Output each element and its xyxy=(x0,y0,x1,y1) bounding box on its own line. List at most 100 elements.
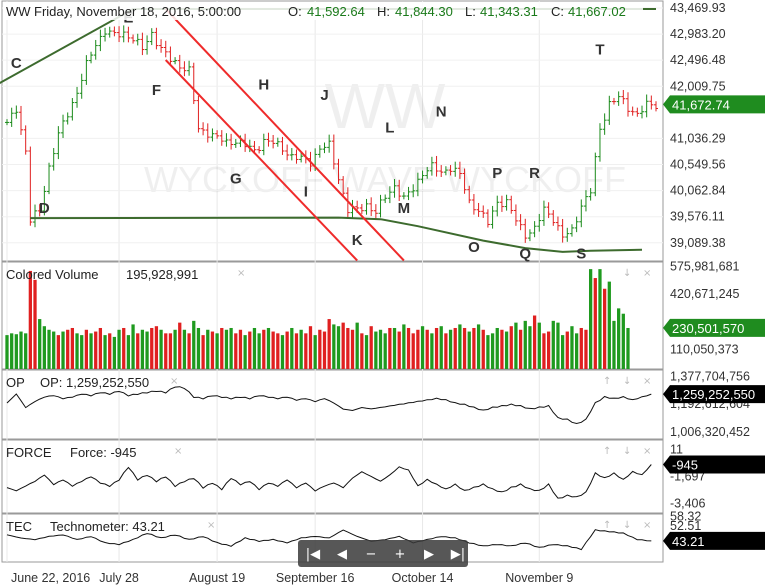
close-icon[interactable]: × xyxy=(237,268,245,279)
volume-bar xyxy=(75,333,79,369)
y-tick-label: 42,983.20 xyxy=(670,27,726,41)
close-icon[interactable]: × xyxy=(643,268,651,279)
wave-label-L: L xyxy=(385,119,394,136)
up-arrow-icon[interactable]: ↑ xyxy=(603,376,611,387)
close-icon[interactable]: × xyxy=(207,520,215,531)
volume-bar xyxy=(425,329,429,369)
ohlc-bar xyxy=(331,134,336,170)
volume-bar xyxy=(439,326,443,369)
volume-bar xyxy=(276,333,280,369)
ohlc-bar xyxy=(439,165,444,177)
wave-label-P: P xyxy=(492,165,502,182)
ohlc-bar xyxy=(47,162,52,195)
volume-bar xyxy=(229,327,233,369)
wave-label-F: F xyxy=(152,82,161,99)
volume-bar xyxy=(178,322,182,369)
trend-line-2 xyxy=(164,8,405,262)
y-tick-label: 40,549.56 xyxy=(670,158,726,172)
ohlc-bar xyxy=(280,136,285,155)
volume-bar xyxy=(416,329,420,369)
high-label: H: xyxy=(377,4,390,19)
volume-bar xyxy=(201,335,205,369)
down-arrow-icon[interactable]: ↓ xyxy=(623,446,631,457)
close-icon[interactable]: × xyxy=(643,376,651,387)
ohlc-bar xyxy=(126,26,131,43)
volume-bar xyxy=(556,322,560,369)
force-readout: Force: -945 xyxy=(70,445,136,460)
ohlc-bar xyxy=(499,195,504,212)
force-last-value-tag xyxy=(663,455,765,474)
volume-bar xyxy=(500,329,504,369)
down-arrow-icon[interactable]: ↓ xyxy=(623,376,631,387)
volume-bar xyxy=(159,329,163,369)
prev-button-icon[interactable]: ◀ xyxy=(337,547,347,562)
next-button[interactable]: ▶ xyxy=(417,542,441,565)
volume-bar xyxy=(528,326,532,369)
ohlc-bar xyxy=(611,97,616,105)
open-label: O: xyxy=(288,4,302,19)
ohlc-bar xyxy=(425,166,430,179)
first-button-icon[interactable]: |◀ xyxy=(306,547,320,562)
volume-bar xyxy=(462,327,467,369)
volume-bar xyxy=(318,329,322,369)
ohlc-bar xyxy=(555,216,560,231)
ohlc-bar xyxy=(504,194,509,211)
volume-readout: 195,928,991 xyxy=(126,267,198,282)
navigator-toolbar: |◀ ◀ − + ▶ ▶| xyxy=(298,540,470,567)
volume-bar xyxy=(486,335,490,369)
ohlc-bar xyxy=(210,128,215,142)
ohlc-bar xyxy=(70,98,75,121)
volume-bar xyxy=(388,327,392,369)
prev-button[interactable]: ◀ xyxy=(330,542,354,565)
ohlc-bar xyxy=(443,166,448,176)
ohlc-bar xyxy=(159,39,164,53)
panel-frame-2 xyxy=(1,369,664,440)
volume-bar xyxy=(266,327,271,369)
volume-bar xyxy=(5,335,9,369)
zoom-out-button[interactable]: − xyxy=(359,542,383,565)
volume-bar xyxy=(411,333,415,369)
last-button[interactable]: ▶| xyxy=(446,542,470,565)
down-arrow-icon[interactable]: ↓ xyxy=(623,268,631,279)
volume-bar xyxy=(560,335,565,369)
volume-bar xyxy=(346,327,350,369)
ohlc-bar xyxy=(401,192,406,200)
close-icon[interactable]: × xyxy=(170,376,178,387)
price-last-value: 41,672.74 xyxy=(672,97,730,112)
volume-bar xyxy=(192,320,196,369)
volume-bar xyxy=(617,308,621,369)
zoom-out-button-icon[interactable]: − xyxy=(366,547,377,562)
up-arrow-icon[interactable]: ↑ xyxy=(603,520,611,531)
close-icon[interactable]: × xyxy=(174,446,182,457)
open-value: 41,592.64 xyxy=(307,4,365,19)
down-arrow-icon[interactable]: ↓ xyxy=(623,520,631,531)
volume-bar xyxy=(444,333,448,369)
volume-bar xyxy=(565,331,569,369)
ohlc-bar xyxy=(107,26,112,38)
ohlc-bar xyxy=(579,199,584,228)
close-icon[interactable]: × xyxy=(643,520,651,531)
ohlc-bar xyxy=(271,134,276,149)
volume-bar xyxy=(472,327,476,369)
volume-bar xyxy=(150,327,154,369)
next-button-icon[interactable]: ▶ xyxy=(424,547,434,562)
volume-bar xyxy=(434,327,439,369)
first-button[interactable]: |◀ xyxy=(301,542,325,565)
zoom-in-button[interactable]: + xyxy=(388,542,412,565)
y-tick-label: 41,036.29 xyxy=(670,131,726,145)
ohlc-bar xyxy=(65,112,70,125)
volume-bar xyxy=(126,335,131,369)
volume-bar xyxy=(504,331,509,369)
wave-label-O: O xyxy=(468,239,480,256)
ohlc-bar xyxy=(457,161,462,179)
ohlc-bar xyxy=(527,229,532,242)
ohlc-bar xyxy=(233,139,238,148)
zoom-in-button-icon[interactable]: + xyxy=(395,547,406,562)
close-icon[interactable]: × xyxy=(643,446,651,457)
ohlc-bar xyxy=(644,94,649,118)
ohlc-bar xyxy=(485,209,490,228)
last-button-icon[interactable]: ▶| xyxy=(451,547,465,562)
ohlc-bar xyxy=(397,179,402,202)
up-arrow-icon[interactable]: ↑ xyxy=(603,446,611,457)
